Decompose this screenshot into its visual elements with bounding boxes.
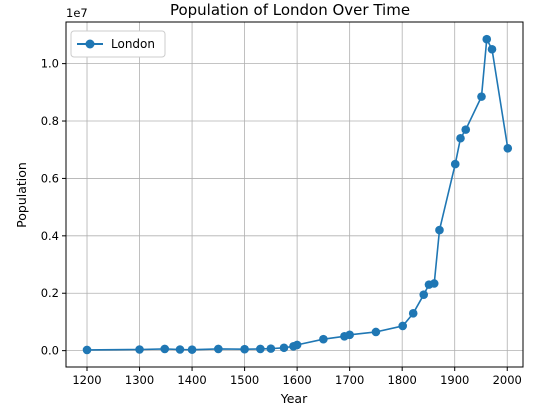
x-axis-label: Year bbox=[280, 391, 308, 406]
data-point bbox=[482, 35, 491, 44]
y-axis-offset-label: 1e7 bbox=[66, 6, 88, 20]
x-tick-label: 1600 bbox=[282, 373, 311, 387]
x-tick-label: 2000 bbox=[493, 373, 522, 387]
data-point bbox=[267, 344, 276, 353]
data-point bbox=[83, 346, 92, 355]
data-point bbox=[256, 345, 265, 354]
data-point bbox=[345, 331, 354, 340]
x-tick-label: 1900 bbox=[440, 373, 469, 387]
legend: London bbox=[71, 31, 165, 57]
data-point bbox=[488, 45, 497, 54]
data-point bbox=[319, 335, 328, 344]
y-tick-label: 0.2 bbox=[41, 286, 59, 300]
data-point bbox=[188, 345, 197, 354]
data-point bbox=[214, 345, 223, 354]
data-point bbox=[461, 125, 470, 134]
data-point bbox=[435, 226, 444, 235]
data-point bbox=[293, 341, 302, 350]
chart-title: Population of London Over Time bbox=[170, 1, 410, 19]
y-tick-label: 0.4 bbox=[41, 229, 59, 243]
data-point bbox=[240, 345, 249, 354]
data-point bbox=[503, 144, 512, 153]
data-point bbox=[160, 345, 169, 354]
x-tick-label: 1800 bbox=[388, 373, 417, 387]
x-tick-label: 1300 bbox=[125, 373, 154, 387]
legend-label-london: London bbox=[111, 37, 155, 51]
x-tick-label: 1700 bbox=[335, 373, 364, 387]
data-point bbox=[456, 134, 465, 143]
x-axis-ticks: 1200 1300 1400 1500 1600 1700 1800 1900 2000 bbox=[72, 367, 522, 387]
y-tick-label: 0.6 bbox=[41, 171, 59, 185]
data-point bbox=[430, 279, 439, 288]
y-tick-label: 0.0 bbox=[41, 344, 59, 358]
data-point bbox=[372, 328, 381, 337]
data-point bbox=[477, 92, 486, 101]
data-point bbox=[280, 343, 289, 352]
legend-marker bbox=[86, 40, 95, 49]
y-tick-label: 1.0 bbox=[41, 57, 59, 71]
data-point bbox=[451, 160, 460, 169]
x-tick-label: 1400 bbox=[177, 373, 206, 387]
data-point bbox=[409, 309, 418, 318]
y-tick-label: 0.8 bbox=[41, 114, 59, 128]
data-point bbox=[398, 322, 407, 331]
data-point bbox=[419, 290, 428, 299]
data-point bbox=[135, 345, 144, 354]
x-tick-label: 1500 bbox=[230, 373, 259, 387]
x-tick-label: 1200 bbox=[72, 373, 101, 387]
y-axis-label: Population bbox=[14, 162, 29, 228]
data-point bbox=[176, 345, 185, 354]
